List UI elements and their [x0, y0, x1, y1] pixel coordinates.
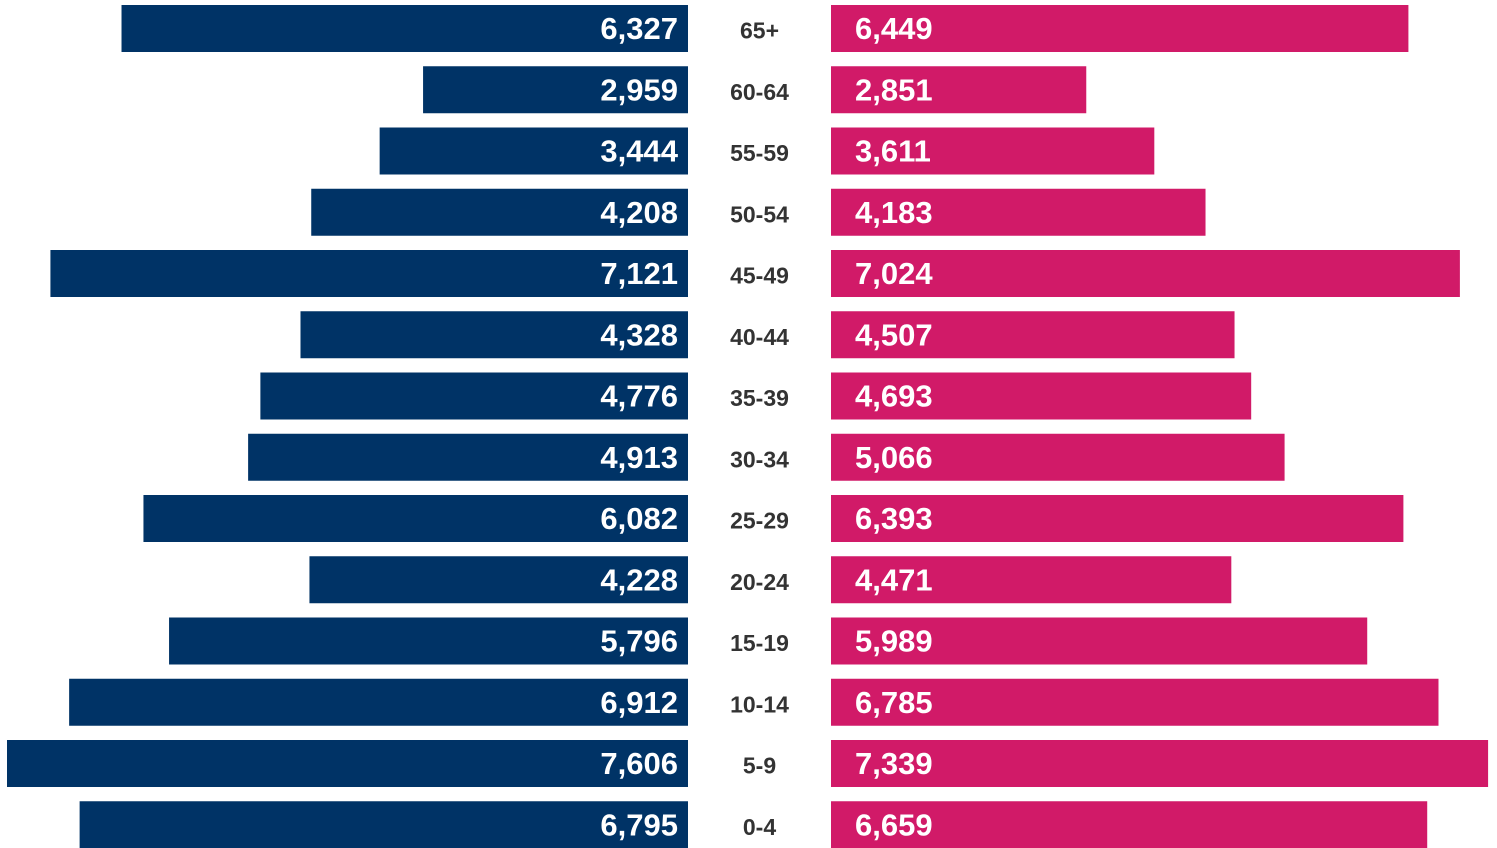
left-value-label: 6,795 [600, 807, 678, 842]
right-value-label: 2,851 [855, 72, 933, 107]
age-group-label: 15-19 [730, 630, 789, 656]
left-bar-25-29 [143, 495, 689, 542]
left-value-label: 4,328 [600, 317, 678, 352]
left-value-label: 7,121 [600, 256, 678, 291]
left-bar-45-49 [50, 250, 689, 297]
right-value-label: 4,693 [855, 379, 933, 414]
age-group-label: 5-9 [743, 753, 776, 779]
right-value-label: 5,989 [855, 624, 933, 659]
left-value-label: 3,444 [600, 134, 678, 169]
left-bar-0-4 [79, 801, 688, 848]
category-labels: 65+ 60-64 55-59 50-54 45-49 40-44 35-39 30-34 25… [730, 18, 789, 840]
left-value-label: 6,912 [600, 685, 678, 720]
right-value-label: 7,339 [855, 746, 933, 781]
left-bar-35-39 [260, 372, 688, 420]
right-bar-15-19 [831, 617, 1368, 665]
age-group-label: 10-14 [730, 691, 789, 717]
right-bar-40-44 [831, 311, 1235, 359]
left-series-bars: 6,327 2,959 3,444 4,208 7,121 4,328 4,776 4,913… [7, 5, 689, 848]
left-value-label: 5,796 [600, 624, 678, 659]
left-value-label: 4,208 [600, 195, 678, 230]
right-value-label: 6,659 [855, 807, 933, 842]
left-bar-10-14 [69, 678, 689, 726]
right-bar-45-49 [831, 250, 1460, 297]
right-value-label: 3,611 [855, 134, 931, 169]
right-bar-35-39 [831, 372, 1252, 420]
left-value-label: 6,327 [600, 11, 678, 46]
left-bar-55-59 [379, 127, 688, 175]
right-value-label: 6,449 [855, 11, 933, 46]
right-bar-10-14 [831, 678, 1439, 726]
age-group-label: 25-29 [730, 508, 789, 534]
right-bar-25-29 [831, 495, 1404, 542]
age-group-label: 65+ [740, 18, 779, 44]
left-bar-5-9 [7, 740, 688, 787]
left-bar-60-64 [423, 66, 688, 114]
right-value-label: 7,024 [855, 256, 933, 291]
right-bar-50-54 [831, 188, 1206, 236]
left-bar-40-44 [300, 311, 688, 359]
right-bar-20-24 [831, 556, 1232, 604]
left-value-label: 7,606 [600, 746, 678, 781]
age-group-label: 50-54 [730, 201, 789, 227]
right-bar-30-34 [831, 433, 1285, 481]
left-bar-50-54 [311, 188, 688, 236]
left-value-label: 2,959 [600, 72, 678, 107]
left-value-label: 6,082 [600, 501, 678, 536]
age-group-label: 35-39 [730, 385, 789, 411]
age-group-label: 60-64 [730, 79, 789, 105]
age-group-label: 45-49 [730, 263, 789, 289]
right-series-bars: 6,449 2,851 3,611 4,183 7,024 4,507 4,693 5,066… [831, 5, 1489, 848]
right-value-label: 5,066 [855, 440, 933, 475]
left-value-label: 4,776 [600, 379, 678, 414]
right-value-label: 6,785 [855, 685, 933, 720]
age-group-label: 55-59 [730, 140, 789, 166]
right-bar-60-64 [831, 66, 1087, 114]
left-bar-20-24 [309, 556, 688, 604]
right-bar-65+ [831, 5, 1409, 52]
left-value-label: 4,913 [600, 440, 678, 475]
left-bar-15-19 [169, 617, 688, 665]
left-bar-30-34 [248, 433, 688, 481]
right-bar-5-9 [831, 740, 1489, 787]
age-group-label: 20-24 [730, 569, 789, 595]
right-value-label: 4,471 [855, 562, 933, 597]
right-bar-0-4 [831, 801, 1428, 848]
left-bar-65+ [121, 5, 689, 52]
right-value-label: 4,183 [855, 195, 933, 230]
age-group-label: 30-34 [730, 446, 789, 472]
right-bar-55-59 [831, 127, 1155, 175]
age-group-label: 40-44 [730, 324, 789, 350]
right-value-label: 6,393 [855, 501, 933, 536]
left-value-label: 4,228 [600, 562, 678, 597]
age-group-label: 0-4 [743, 814, 776, 840]
right-value-label: 4,507 [855, 317, 933, 352]
